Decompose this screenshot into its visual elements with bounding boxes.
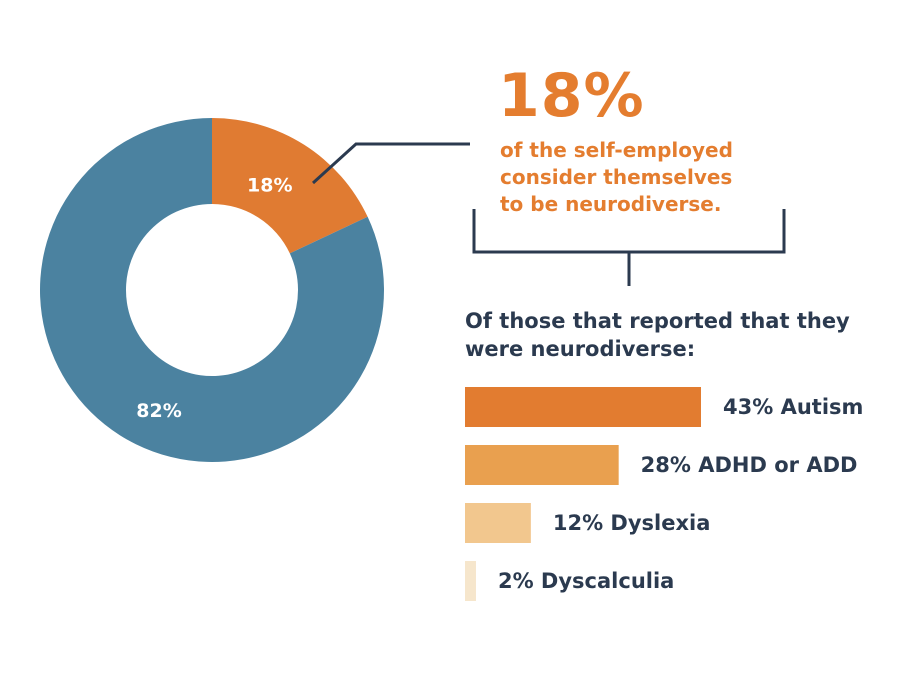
donut-label: 18% xyxy=(247,175,292,197)
breakdown-heading-line: were neurodiverse: xyxy=(465,337,696,361)
donut-chart: 18% 82% xyxy=(39,118,385,462)
donut-slice-neurodiverse xyxy=(212,118,368,254)
breakdown-bar-chart: 43% Autism 28% ADHD or ADD 12% Dyslexia 2% … xyxy=(465,387,863,601)
bar-label: 43% Autism xyxy=(723,395,863,419)
bar xyxy=(465,387,701,427)
headline-line: to be neurodiverse. xyxy=(500,192,722,216)
connector-line xyxy=(311,142,470,185)
bar-label: 2% Dyscalculia xyxy=(498,569,674,593)
bar xyxy=(465,503,531,543)
headline-line: consider themselves xyxy=(500,165,733,189)
breakdown-heading-line: Of those that reported that they xyxy=(465,309,850,333)
breakdown-heading: Of those that reported that they were ne… xyxy=(465,307,885,363)
headline-line: of the self-employed xyxy=(500,138,733,162)
bracket xyxy=(472,209,786,286)
bar-label: 28% ADHD or ADD xyxy=(641,453,858,477)
donut-label: 82% xyxy=(136,400,181,422)
donut-slice-not-neurodiverse xyxy=(39,118,385,462)
headline-value: 18% xyxy=(498,61,645,131)
bar xyxy=(465,561,476,601)
headline-text: of the self-employed consider themselves… xyxy=(500,137,800,218)
bar-label: 12% Dyslexia xyxy=(553,511,711,535)
bar xyxy=(465,445,619,485)
